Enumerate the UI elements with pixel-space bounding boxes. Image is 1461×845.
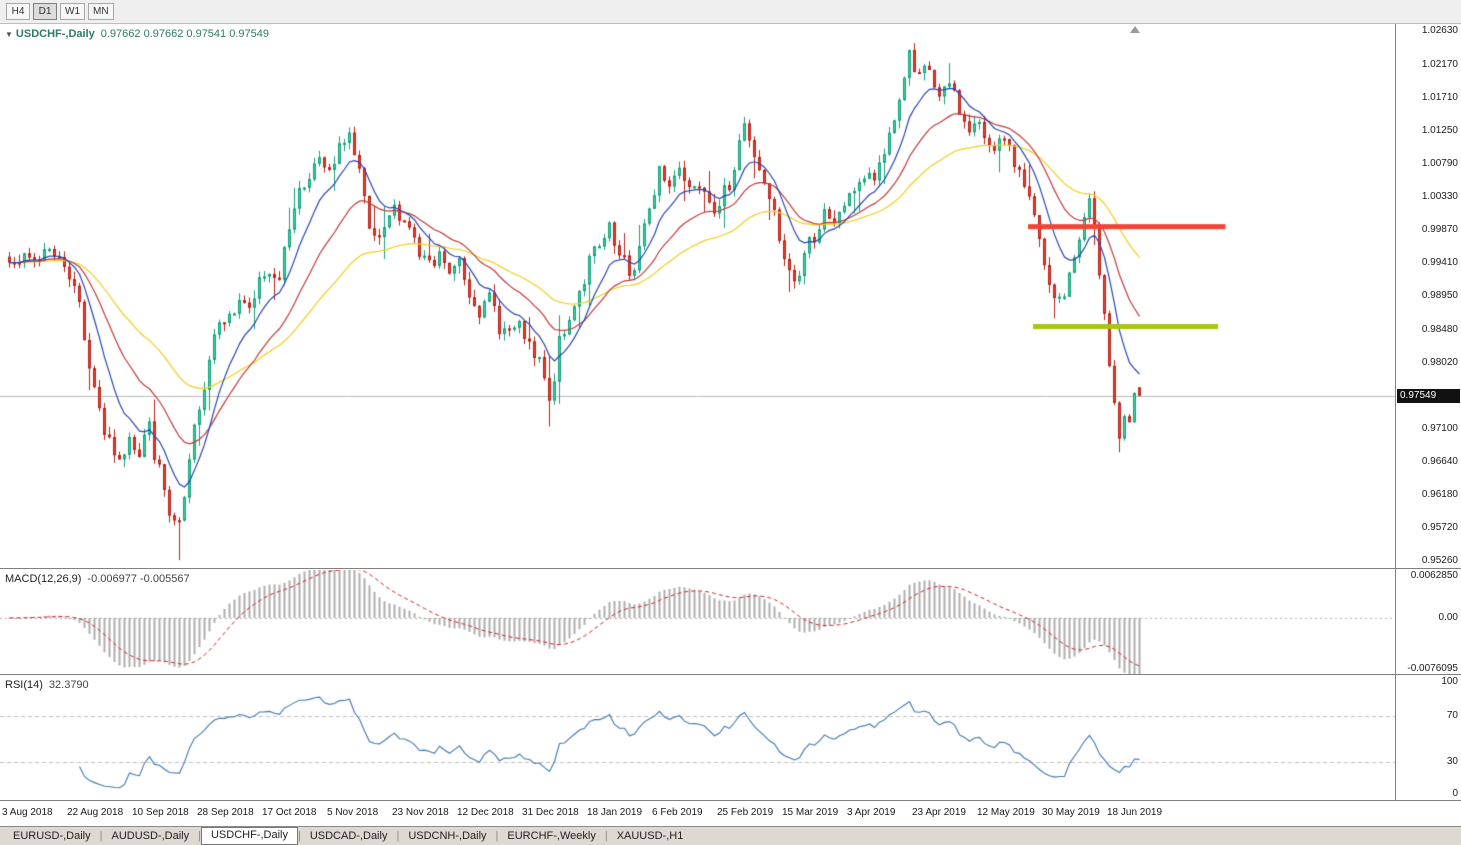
rsi-axis[interactable]: 100 70 30 0 — [1396, 675, 1461, 800]
tab-eurchf-weekly[interactable]: EURCHF-,Weekly — [507, 830, 596, 842]
rsi-axis-label: 100 — [1441, 676, 1458, 687]
tab-usdchf-daily[interactable]: USDCHF-,Daily — [200, 827, 298, 845]
chart-title: ▼ USDCHF-,Daily 0.97662 0.97662 0.97541 0.… — [5, 28, 269, 40]
tab-usdcad-daily[interactable]: USDCAD-,Daily — [309, 830, 388, 842]
chart-shift-marker-icon[interactable] — [1130, 26, 1140, 33]
price-tick-label: 0.99410 — [1421, 256, 1458, 268]
date-label: 22 Aug 2018 — [67, 807, 124, 818]
date-label: 3 Aug 2018 — [2, 807, 53, 818]
date-label: 15 Mar 2019 — [782, 807, 839, 818]
date-label: 12 Dec 2018 — [457, 807, 514, 818]
tab-separator: | — [396, 830, 400, 842]
price-tick-label: 0.95260 — [1421, 555, 1458, 567]
axis-separator — [1395, 24, 1396, 800]
macd-label: MACD(12,26,9) -0.006977 -0.005567 — [5, 573, 190, 585]
collapse-arrow-icon[interactable]: ▼ — [5, 30, 13, 39]
macd-canvas[interactable] — [0, 570, 1395, 675]
price-tick-label: 0.96640 — [1421, 455, 1458, 467]
current-price-badge: 0.97549 — [1397, 388, 1460, 403]
timeframe-toolbar: H4 D1 W1 MN — [0, 0, 1461, 24]
timeframe-w1-button[interactable]: W1 — [60, 3, 85, 20]
rsi-label: RSI(14) 32.3790 — [5, 679, 89, 691]
price-tick-label: 1.01710 — [1421, 91, 1458, 103]
price-tick-label: 1.01250 — [1421, 124, 1458, 136]
macd-axis[interactable]: 0.0062850 0.00 -0.0076095 — [1396, 569, 1461, 674]
date-label: 18 Jan 2019 — [587, 807, 643, 818]
tab-separator: | — [99, 830, 103, 842]
macd-axis-label: -0.0076095 — [1407, 663, 1458, 674]
price-tick-label: 0.97100 — [1421, 422, 1458, 434]
price-chart-canvas[interactable] — [0, 24, 1395, 568]
tab-audusd-daily[interactable]: AUDUSD-,Daily — [111, 830, 190, 842]
rsi-axis-label: 0 — [1452, 788, 1458, 799]
tab-separator: | — [495, 830, 499, 842]
macd-axis-label: 0.00 — [1438, 611, 1458, 623]
rsi-value: 32.3790 — [48, 679, 89, 691]
chart-tab-bar: EURUSD-,Daily | AUDUSD-,Daily | USDCHF-,Dail… — [0, 826, 1461, 845]
rsi-axis-label: 30 — [1446, 755, 1458, 767]
tab-eurusd-daily[interactable]: EURUSD-,Daily — [13, 830, 91, 842]
price-tick-label: 0.96180 — [1421, 488, 1458, 500]
date-label: 31 Dec 2018 — [522, 807, 579, 818]
date-label: 18 Jun 2019 — [1107, 807, 1163, 818]
tab-separator: | — [297, 830, 301, 842]
price-tick-label: 0.98020 — [1421, 356, 1458, 368]
timeframe-h4-button[interactable]: H4 — [6, 3, 30, 20]
price-tick-label: 1.00330 — [1421, 190, 1458, 202]
date-label: 23 Nov 2018 — [392, 807, 449, 818]
rsi-axis-label: 70 — [1446, 709, 1458, 721]
macd-name: MACD(12,26,9) — [5, 573, 82, 585]
date-label: 28 Sep 2018 — [197, 807, 254, 818]
rsi-pane: RSI(14) 32.3790 100 70 30 0 — [0, 674, 1461, 801]
date-axis[interactable]: 3 Aug 2018 22 Aug 2018 10 Sep 2018 28 Sep 2… — [0, 800, 1461, 826]
date-label: 25 Feb 2019 — [717, 807, 774, 818]
timeframe-mn-button[interactable]: MN — [88, 3, 114, 20]
price-tick-label: 0.99870 — [1421, 223, 1458, 235]
macd-values: -0.006977 -0.005567 — [87, 573, 190, 585]
price-tick-label: 1.02630 — [1421, 25, 1458, 37]
price-tick-label: 0.95720 — [1421, 522, 1458, 534]
price-tick-label: 1.02170 — [1421, 58, 1458, 70]
tab-separator: | — [198, 830, 201, 842]
date-label: 23 Apr 2019 — [912, 807, 966, 818]
macd-pane: MACD(12,26,9) -0.006977 -0.005567 0.00628… — [0, 568, 1461, 675]
price-chart-pane: ▼ USDCHF-,Daily 0.97662 0.97662 0.97541 0.… — [0, 24, 1461, 568]
chart-ohlc-values: 0.97662 0.97662 0.97541 0.97549 — [100, 28, 269, 40]
date-label: 12 May 2019 — [977, 807, 1035, 818]
date-label: 30 May 2019 — [1042, 807, 1100, 818]
date-label: 5 Nov 2018 — [327, 807, 379, 818]
macd-axis-label: 0.0062850 — [1410, 570, 1458, 581]
price-tick-label: 0.98950 — [1421, 289, 1458, 301]
date-label: 10 Sep 2018 — [132, 807, 189, 818]
tab-separator: | — [604, 830, 608, 842]
price-axis[interactable]: 0.97549 1.02630 1.02170 1.01710 1.01250 1.00… — [1396, 24, 1461, 568]
timeframe-d1-button[interactable]: D1 — [33, 3, 57, 20]
price-tick-label: 0.98480 — [1421, 323, 1458, 335]
tab-usdcnh-daily[interactable]: USDCNH-,Daily — [408, 830, 487, 842]
price-tick-label: 1.00790 — [1421, 157, 1458, 169]
date-label: 3 Apr 2019 — [847, 807, 896, 818]
rsi-canvas[interactable] — [0, 676, 1395, 801]
date-label: 17 Oct 2018 — [262, 807, 317, 818]
chart-symbol-label: USDCHF-,Daily — [15, 28, 95, 40]
date-label: 6 Feb 2019 — [652, 807, 703, 818]
tab-xauusd-h1[interactable]: XAUUSD-,H1 — [616, 830, 684, 842]
rsi-name: RSI(14) — [5, 679, 43, 691]
